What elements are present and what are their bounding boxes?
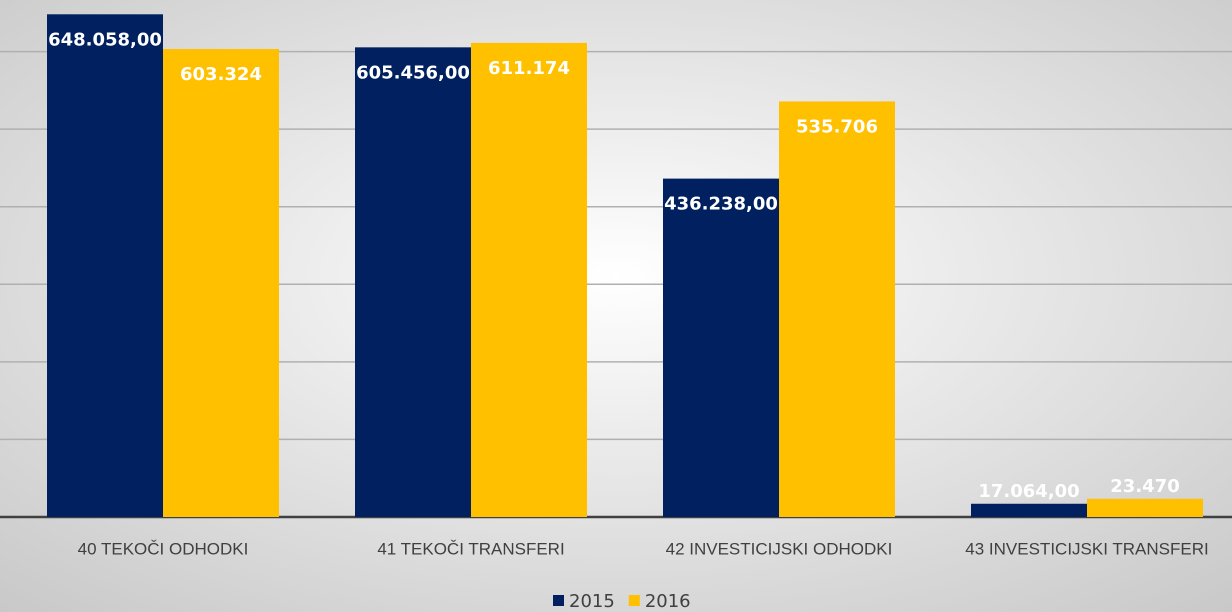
x-tick-label: 41 TEKOČI TRANSFERI	[377, 539, 564, 558]
bar	[47, 14, 163, 518]
data-label: 17.064,00	[978, 481, 1079, 502]
data-label: 436.238,00	[664, 194, 778, 215]
legend-label: 2016	[645, 591, 691, 612]
data-label: 535.706	[796, 116, 878, 137]
data-label: 648.058,00	[48, 29, 162, 50]
x-tick-label: 40 TEKOČI ODHODKI	[78, 539, 249, 558]
data-label: 23.470	[1110, 476, 1179, 497]
bar	[355, 47, 471, 517]
legend-label: 2015	[569, 591, 615, 612]
x-tick-label: 43 INVESTICIJSKI TRANSFERI	[965, 539, 1208, 558]
data-label: 603.324	[180, 64, 262, 85]
bar	[663, 178, 779, 518]
legend-swatch	[553, 595, 564, 606]
bar	[1087, 498, 1203, 517]
bar	[971, 503, 1087, 517]
x-tick-label: 42 INVESTICIJSKI ODHODKI	[666, 539, 893, 558]
bar	[779, 101, 895, 518]
legend-swatch	[628, 595, 640, 606]
data-label: 605.456,00	[356, 62, 470, 83]
bar	[471, 42, 587, 518]
data-label: 611.174	[488, 58, 570, 79]
bar	[163, 48, 279, 518]
